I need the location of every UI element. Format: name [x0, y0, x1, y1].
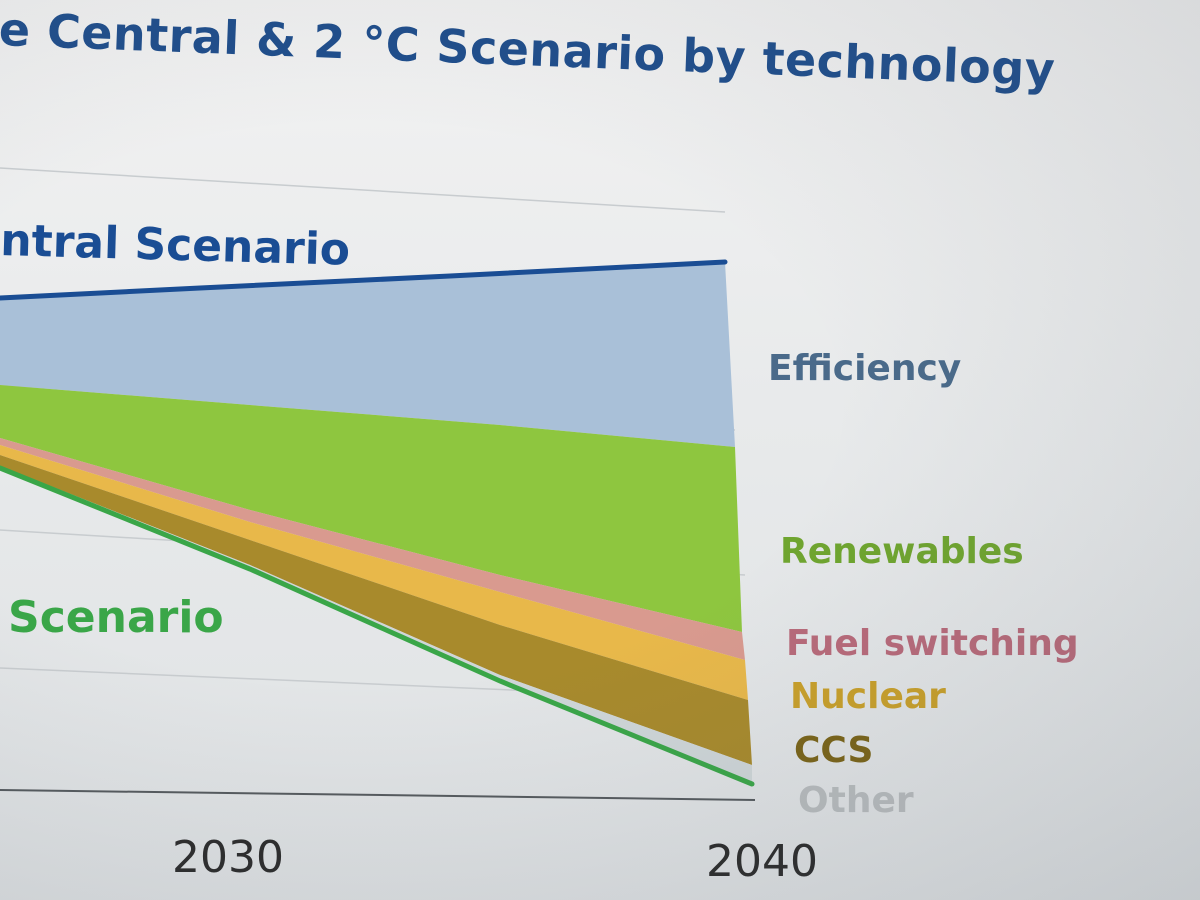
area-nuclear	[0, 445, 748, 700]
area-renewables	[0, 385, 742, 632]
series-labels: ntral Scenario Scenario Efficiency Renewabl…	[0, 215, 1079, 821]
legend-label-renewables: Renewables	[780, 531, 1024, 572]
legend-label-fuel-switching: Fuel switching	[786, 623, 1079, 664]
area-efficiency	[0, 262, 735, 447]
legend-label-ccs: CCS	[794, 730, 873, 771]
x-tick-label-2040: 2040	[706, 836, 818, 887]
two-degree-scenario-line	[0, 465, 755, 787]
central-scenario-line	[0, 259, 728, 301]
x-axis: 2030 2040	[0, 789, 818, 887]
x-axis-line	[0, 789, 756, 801]
x-tick-label-2030: 2030	[172, 832, 284, 883]
legend-label-other: Other	[798, 780, 914, 821]
legend-label-nuclear: Nuclear	[790, 676, 946, 717]
gridline-1	[0, 167, 726, 213]
scenario-lines	[0, 259, 755, 787]
scenario-label-central: ntral Scenario	[0, 215, 351, 276]
area-series	[0, 262, 752, 785]
legend-label-efficiency: Efficiency	[768, 348, 961, 389]
area-fuel-switching	[0, 438, 745, 660]
scenario-label-two-degree: Scenario	[8, 592, 224, 643]
area-ccs	[0, 455, 752, 765]
